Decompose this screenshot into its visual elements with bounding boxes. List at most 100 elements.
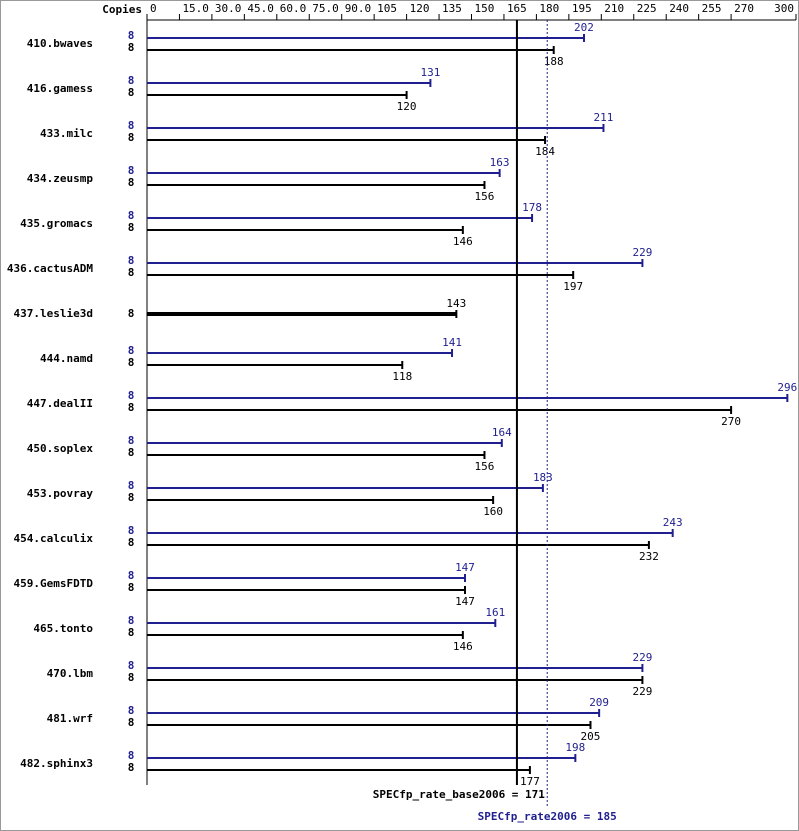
category-label: 444.namd [40, 352, 93, 365]
copies-label: 8 [128, 356, 135, 369]
category-label: 454.calculix [14, 532, 94, 545]
value-label: 243 [663, 516, 683, 529]
value-label: 163 [490, 156, 510, 169]
x-tick-label: 255 [702, 2, 722, 15]
value-label: 146 [453, 640, 473, 653]
x-tick-label: 270 [734, 2, 754, 15]
copies-label: 8 [128, 491, 135, 504]
category-label: 416.gamess [27, 82, 93, 95]
x-tick-label: 150 [475, 2, 495, 15]
x-tick-label: 15.0 [182, 2, 209, 15]
category-label: 481.wrf [47, 712, 93, 725]
value-label: 229 [632, 651, 652, 664]
value-label: 131 [420, 66, 440, 79]
reference-label: SPECfp_rate_base2006 = 171 [373, 788, 546, 801]
category-label: 459.GemsFDTD [14, 577, 94, 590]
copies-label: 8 [128, 86, 135, 99]
x-tick-label: 45.0 [247, 2, 274, 15]
value-label: 197 [563, 280, 583, 293]
x-tick-label: 180 [539, 2, 559, 15]
value-label: 141 [442, 336, 462, 349]
copies-label: 8 [128, 221, 135, 234]
value-label: 188 [544, 55, 564, 68]
category-label: 450.soplex [27, 442, 94, 455]
value-label: 202 [574, 21, 594, 34]
reference-label: SPECfp_rate2006 = 185 [478, 810, 617, 823]
value-label: 118 [392, 370, 412, 383]
copies-label: 8 [128, 74, 135, 87]
copies-label: 8 [128, 29, 135, 42]
x-tick-label: 195 [572, 2, 592, 15]
category-label: 470.lbm [47, 667, 94, 680]
value-label: 296 [777, 381, 797, 394]
copies-label: 8 [128, 389, 135, 402]
x-tick-label: 75.0 [312, 2, 339, 15]
copies-label: 8 [128, 614, 135, 627]
copies-label: 8 [128, 569, 135, 582]
copies-label: 8 [128, 41, 135, 54]
x-tick-label: 60.0 [280, 2, 307, 15]
category-label: 465.tonto [33, 622, 93, 635]
copies-label: 8 [128, 749, 135, 762]
copies-label: 8 [128, 209, 135, 222]
copies-label: 8 [128, 401, 135, 414]
value-label: 178 [522, 201, 542, 214]
copies-label: 8 [128, 536, 135, 549]
x-tick-label: 165 [507, 2, 527, 15]
copies-label: 8 [128, 626, 135, 639]
value-label: 211 [594, 111, 614, 124]
category-label: 453.povray [27, 487, 94, 500]
value-label: 183 [533, 471, 553, 484]
value-label: 146 [453, 235, 473, 248]
value-label: 229 [632, 246, 652, 259]
x-tick-label: 0 [150, 2, 157, 15]
value-label: 229 [632, 685, 652, 698]
copies-label: 8 [128, 446, 135, 459]
value-label: 209 [589, 696, 609, 709]
x-tick-label: 225 [637, 2, 657, 15]
copies-label: 8 [128, 344, 135, 357]
x-tick-label: 30.0 [215, 2, 242, 15]
value-label: 147 [455, 595, 475, 608]
x-tick-label: 300 [774, 2, 794, 15]
value-label: 143 [446, 297, 466, 310]
value-label: 156 [475, 190, 495, 203]
value-label: 156 [475, 460, 495, 473]
value-label: 147 [455, 561, 475, 574]
copies-label: 8 [128, 524, 135, 537]
copies-label: 8 [128, 581, 135, 594]
copies-label: 8 [128, 704, 135, 717]
value-label: 161 [485, 606, 505, 619]
value-label: 232 [639, 550, 659, 563]
category-label: 435.gromacs [20, 217, 93, 230]
value-label: 205 [581, 730, 601, 743]
copies-label: 8 [128, 659, 135, 672]
x-tick-label: 240 [669, 2, 689, 15]
value-label: 177 [520, 775, 540, 788]
x-tick-label: 105 [377, 2, 397, 15]
x-tick-label: 135 [442, 2, 462, 15]
axis-label: Copies [102, 3, 142, 16]
value-label: 120 [397, 100, 417, 113]
value-label: 184 [535, 145, 555, 158]
value-label: 270 [721, 415, 741, 428]
copies-label: 8 [128, 671, 135, 684]
category-label: 433.milc [40, 127, 93, 140]
category-label: 447.dealII [27, 397, 93, 410]
x-tick-label: 210 [604, 2, 624, 15]
x-tick-label: 120 [410, 2, 430, 15]
category-label: 482.sphinx3 [20, 757, 93, 770]
copies-label: 8 [128, 716, 135, 729]
copies-label: 8 [128, 307, 135, 320]
category-label: 437.leslie3d [14, 307, 93, 320]
category-label: 436.cactusADM [7, 262, 93, 275]
value-label: 198 [565, 741, 585, 754]
value-label: 160 [483, 505, 503, 518]
category-label: 410.bwaves [27, 37, 93, 50]
copies-label: 8 [128, 131, 135, 144]
category-label: 434.zeusmp [27, 172, 94, 185]
copies-label: 8 [128, 119, 135, 132]
copies-label: 8 [128, 164, 135, 177]
